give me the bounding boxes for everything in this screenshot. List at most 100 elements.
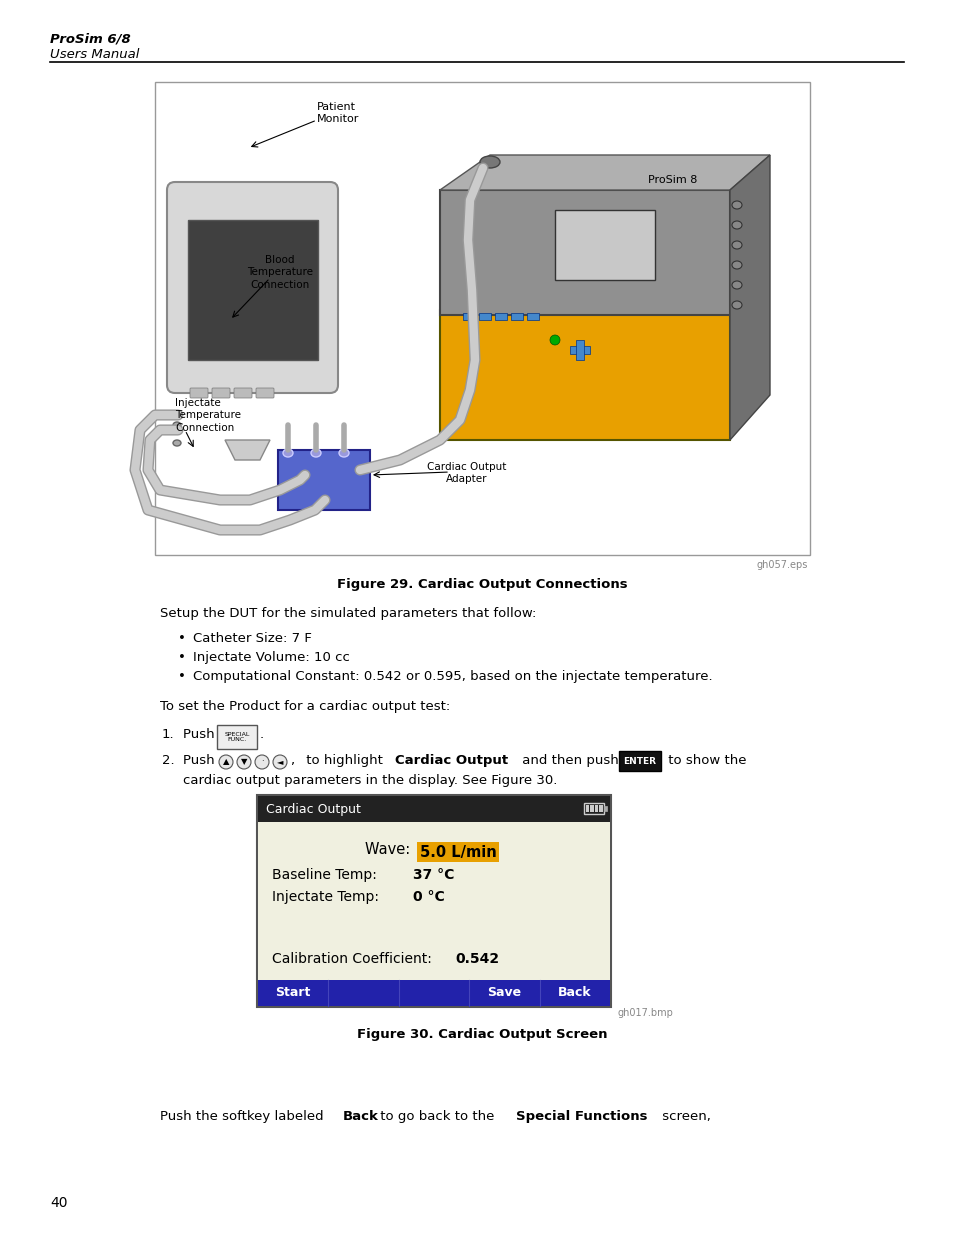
Text: Blood
Temperature
Connection: Blood Temperature Connection <box>247 254 313 290</box>
Bar <box>526 312 538 320</box>
FancyBboxPatch shape <box>255 388 274 398</box>
Text: to highlight: to highlight <box>302 755 387 767</box>
Text: Injectate Temp:: Injectate Temp: <box>272 890 383 904</box>
Text: 1.: 1. <box>162 727 174 741</box>
Text: Patient
Monitor: Patient Monitor <box>316 103 359 125</box>
Bar <box>590 805 594 811</box>
Text: Catheter Size: 7 F: Catheter Size: 7 F <box>193 632 312 645</box>
Text: •: • <box>178 632 186 645</box>
Ellipse shape <box>479 156 499 168</box>
Ellipse shape <box>731 201 741 209</box>
Text: ▼: ▼ <box>240 757 247 767</box>
Bar <box>257 823 609 981</box>
Ellipse shape <box>219 755 233 769</box>
Text: ·: · <box>260 757 263 767</box>
FancyBboxPatch shape <box>233 388 252 398</box>
Text: ,: , <box>291 755 299 767</box>
Text: 5.0 L/min: 5.0 L/min <box>419 845 497 860</box>
Text: Figure 30. Cardiac Output Screen: Figure 30. Cardiac Output Screen <box>356 1028 607 1041</box>
Text: Save: Save <box>487 987 521 999</box>
Text: screen,: screen, <box>658 1110 710 1123</box>
Text: Users Manual: Users Manual <box>50 48 139 61</box>
Ellipse shape <box>172 440 181 446</box>
Ellipse shape <box>731 301 741 309</box>
Text: 0 °C: 0 °C <box>413 890 444 904</box>
Text: ProSim 8: ProSim 8 <box>647 175 697 185</box>
Ellipse shape <box>283 450 293 457</box>
Ellipse shape <box>338 450 349 457</box>
Polygon shape <box>439 156 769 190</box>
FancyBboxPatch shape <box>618 751 660 771</box>
Text: Back: Back <box>343 1110 378 1123</box>
Ellipse shape <box>273 755 287 769</box>
Bar <box>417 842 498 862</box>
Text: Figure 29. Cardiac Output Connections: Figure 29. Cardiac Output Connections <box>336 578 627 592</box>
Text: Push: Push <box>183 727 218 741</box>
Bar <box>511 312 522 320</box>
Bar <box>576 340 583 359</box>
Polygon shape <box>439 190 729 315</box>
Ellipse shape <box>731 282 741 289</box>
Bar <box>462 312 475 320</box>
Text: .: . <box>260 727 264 741</box>
FancyBboxPatch shape <box>190 388 208 398</box>
Text: •: • <box>178 671 186 683</box>
Ellipse shape <box>731 241 741 249</box>
Bar <box>478 312 491 320</box>
Text: Special Functions: Special Functions <box>516 1110 647 1123</box>
Ellipse shape <box>731 261 741 269</box>
Text: SPECIAL
FUNC.: SPECIAL FUNC. <box>224 732 250 742</box>
Bar <box>257 981 609 1007</box>
FancyBboxPatch shape <box>212 388 230 398</box>
Polygon shape <box>729 156 769 440</box>
Text: •: • <box>178 651 186 664</box>
Bar <box>583 803 603 814</box>
Bar <box>495 312 506 320</box>
Text: ENTER: ENTER <box>623 757 656 766</box>
Text: Push: Push <box>183 755 218 767</box>
Bar <box>603 806 606 811</box>
Text: Baseline Temp:: Baseline Temp: <box>272 868 381 882</box>
Ellipse shape <box>311 450 320 457</box>
Ellipse shape <box>550 335 559 345</box>
Bar <box>257 797 609 823</box>
Text: Calibration Coefficient:: Calibration Coefficient: <box>272 952 436 966</box>
Bar <box>585 805 589 811</box>
Text: 0.542: 0.542 <box>455 952 498 966</box>
Text: ProSim 6/8: ProSim 6/8 <box>50 32 131 44</box>
FancyBboxPatch shape <box>216 725 256 748</box>
Text: gh057.eps: gh057.eps <box>756 559 807 571</box>
Text: Setup the DUT for the simulated parameters that follow:: Setup the DUT for the simulated paramete… <box>160 606 536 620</box>
Ellipse shape <box>731 221 741 228</box>
Bar <box>555 210 655 280</box>
Bar <box>154 82 809 555</box>
Text: to go back to the: to go back to the <box>375 1110 498 1123</box>
Text: Back: Back <box>558 987 591 999</box>
Text: ◄: ◄ <box>276 757 283 767</box>
Polygon shape <box>439 310 729 440</box>
Bar <box>569 346 589 354</box>
Text: 2.: 2. <box>162 755 174 767</box>
Text: Computational Constant: 0.542 or 0.595, based on the injectate temperature.: Computational Constant: 0.542 or 0.595, … <box>193 671 712 683</box>
Text: To set the Product for a cardiac output test:: To set the Product for a cardiac output … <box>160 700 450 713</box>
Ellipse shape <box>236 755 251 769</box>
Text: 40: 40 <box>50 1195 68 1210</box>
Bar <box>595 805 598 811</box>
Text: Injectate
Temperature
Connection: Injectate Temperature Connection <box>174 398 241 432</box>
Bar <box>277 450 370 510</box>
Text: Injectate Volume: 10 cc: Injectate Volume: 10 cc <box>193 651 350 664</box>
Text: Wave:: Wave: <box>364 842 414 857</box>
Bar <box>256 795 610 1007</box>
Bar <box>598 805 602 811</box>
Text: and then push: and then push <box>517 755 622 767</box>
Text: Cardiac Output: Cardiac Output <box>266 803 360 815</box>
FancyBboxPatch shape <box>167 182 337 393</box>
Bar <box>188 220 317 359</box>
Text: ▲: ▲ <box>222 757 229 767</box>
Text: 37 °C: 37 °C <box>413 868 454 882</box>
Text: to show the: to show the <box>663 755 745 767</box>
Text: Start: Start <box>275 987 311 999</box>
Ellipse shape <box>254 755 269 769</box>
Text: Cardiac Output: Cardiac Output <box>395 755 508 767</box>
Text: gh017.bmp: gh017.bmp <box>618 1008 673 1018</box>
